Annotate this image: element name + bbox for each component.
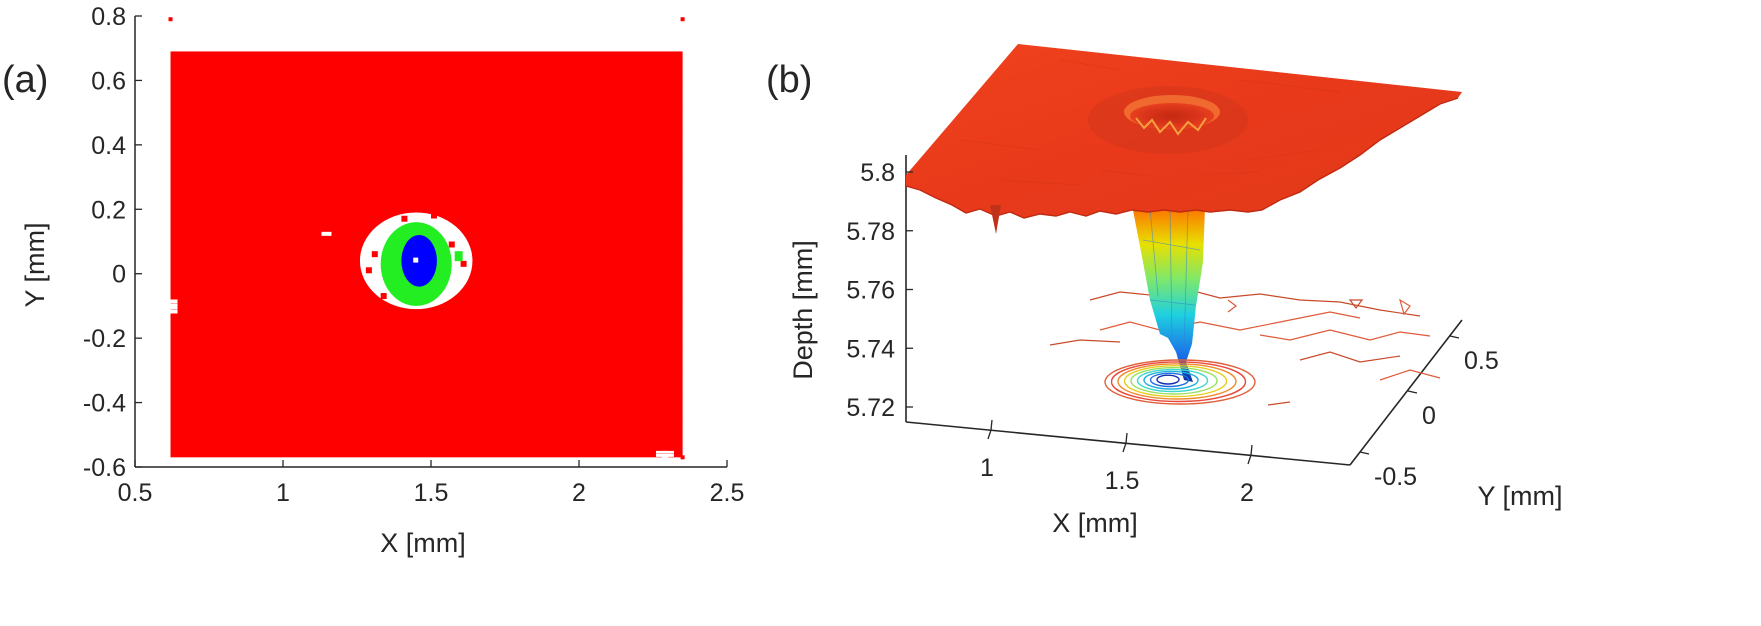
panel-a-x-tick-label: 0.5 [118,479,153,507]
panel-a-label: (a) [2,59,48,101]
panel-b-z-tick-label: 5.74 [846,335,895,363]
panel-b-y-tick [1449,335,1460,339]
panel-b-surface-edge [905,97,1459,219]
heatmap-gap [661,450,668,461]
panel-b-x-tick [987,429,992,440]
panel-b-contour-ring [1104,359,1256,405]
heatmap-artifact [321,231,332,236]
panel-b-contour-ring [1130,366,1218,395]
panel-b-surface-texture [959,59,1341,186]
panel-b-noise-contour [1348,299,1364,309]
panel-a-x-tick-label: 1.5 [414,479,449,507]
panel-a-y-tick-label: 0.4 [91,132,126,160]
panel-a-x-tick-label: 2 [572,479,586,507]
panel-b-surface-spike [990,205,1001,234]
panel-b-x-tick [1122,442,1127,453]
panel-b-x-tick-label: 1.5 [1105,467,1140,495]
panel-a-x-axis-label: X [mm] [380,528,466,558]
heatmap-region-core [401,235,437,287]
panel-b-y-tick [1359,451,1370,455]
panel-b-noise-contour [1259,329,1431,341]
panel-b-x-tick-label: 1 [980,454,994,482]
heatmap-artifact [371,251,378,258]
panel-a-y-tick-label: -0.6 [83,454,126,482]
panel-b-noise-contour [1399,298,1411,316]
panel-a-y-axis-label: Y [mm] [20,222,50,307]
panel-b-x-tick [990,419,993,431]
panel-b-noise-contour [1049,339,1121,346]
panel-b-contour-ring [1156,374,1180,385]
panel-b-y-tick-label: -0.5 [1374,463,1417,491]
panel-b-x-axis-line [905,421,1351,466]
heatmap-gap [169,299,178,314]
panel-b-noise-contour [1299,351,1401,363]
panel-b-z-tick-label: 5.78 [846,218,895,246]
panel-a-y-tick-label: -0.4 [83,390,126,418]
panel-b-x-tick-label: 2 [1240,479,1254,507]
heatmap-artifact [380,293,387,300]
panel-b-surface-plane [905,44,1462,234]
heatmap-artifact [466,289,473,296]
panel-b-z-tick-label: 5.76 [846,277,895,305]
panel-a-y-tick-label: 0 [112,261,126,289]
panel-b-x-axis-label: X [mm] [1052,508,1138,538]
panel-b-surface: (b) [766,44,1563,538]
panel-b-y-tick-label: 0.5 [1464,347,1499,375]
panel-b-z-tick-label: 5.72 [846,394,895,422]
heatmap-artifact [460,260,467,267]
panel-b-z-axis-label: Depth [mm] [788,240,818,380]
panel-b-z-tick-label: 5.8 [860,159,895,187]
panel-b-noise-contour [1267,401,1291,406]
panel-b-contour-ring [1149,372,1190,388]
panel-b-pit [1132,205,1205,382]
panel-a-x-tick-label: 2.5 [710,479,745,507]
panel-b-y-tick [1407,390,1418,394]
panel-b-label: (b) [766,59,812,101]
panel-b-contour-ring [1110,361,1247,403]
panel-a-axes: 0.5 1 1.5 2 2.5 -0.6 -0.4 -0.2 0 0.2 0.4 0.6 0.8 [83,3,744,507]
panel-b-contour-ring [1136,368,1209,393]
heatmap-artifact [348,238,355,245]
panel-b-noise-contour [1379,369,1441,381]
panel-b-crater-hole [1130,103,1214,129]
heatmap-artifact [401,215,408,222]
panel-b-y-axis-line [1349,319,1463,466]
panel-b-contour-ring [1117,363,1237,400]
panel-b-contour-plot [1049,289,1441,406]
panel-a-x-tick-label: 1 [276,479,290,507]
panel-b-y-tick-label: 0 [1422,402,1436,430]
panel-b-axes-box [905,155,1463,466]
panel-b-contour-ring [1143,370,1199,390]
panel-a-y-tick-label: -0.2 [83,325,126,353]
panel-b-y-axis-label: Y [mm] [1477,481,1562,511]
panel-a-heatmap: (a) 0.5 1 1.5 2 2.5 -0.6 -0.4 -0.2 0 0.2 0.4 0.6 0.8… [2,3,744,558]
heatmap-artifact [365,267,372,274]
panel-b-contour-rings [1104,359,1256,405]
panel-a-y-tick-label: 0.6 [91,67,126,95]
heatmap-edge-dot [680,17,685,22]
heatmap-artifact [448,241,455,248]
panel-b-x-tick [1247,454,1252,465]
heatmap-edge-dot [168,17,173,22]
panel-b-axis-ticks: 5.72 5.74 5.76 5.78 5.8 1 1.5 2 -0.5 0 0.5 [846,159,1498,507]
panel-b-crater-inner [1135,117,1207,136]
panel-b-pit-facets [1142,207,1201,353]
panel-b-pit-funnel [1132,205,1205,382]
panel-b-noise-contour [1089,289,1421,317]
heatmap-artifact [431,212,437,219]
heatmap-artifact [454,251,463,262]
heatmap-artifact [336,235,343,242]
panel-b-contour-ring [1123,365,1228,398]
heatmap-edge-dot [680,455,685,460]
heatmap-artifact [413,257,419,263]
panel-b-x-tick [1125,432,1128,444]
panel-b-noise-contour [1099,311,1361,331]
panel-a-y-tick-label: 0.2 [91,196,126,224]
panel-b-x-tick [1250,444,1253,456]
panel-b-noise-contour [1227,299,1237,313]
panel-a-y-tick-label: 0.8 [91,3,126,31]
panel-a-plot-area [168,17,685,461]
